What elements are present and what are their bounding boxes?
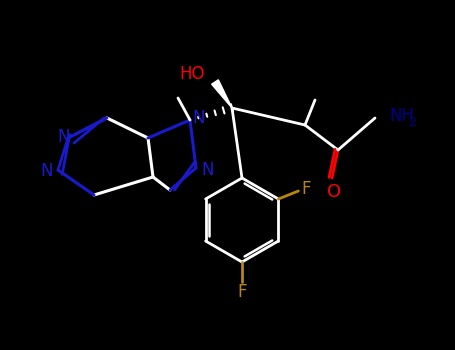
Text: N: N bbox=[40, 162, 53, 180]
Text: N: N bbox=[201, 161, 213, 179]
Text: 2: 2 bbox=[408, 117, 416, 130]
Text: NH: NH bbox=[389, 107, 414, 125]
Text: N: N bbox=[58, 128, 70, 146]
Text: O: O bbox=[327, 183, 341, 201]
Polygon shape bbox=[212, 80, 232, 108]
Text: F: F bbox=[237, 283, 247, 301]
Text: N: N bbox=[192, 109, 204, 127]
Text: HO: HO bbox=[180, 65, 205, 83]
Text: F: F bbox=[302, 180, 311, 198]
